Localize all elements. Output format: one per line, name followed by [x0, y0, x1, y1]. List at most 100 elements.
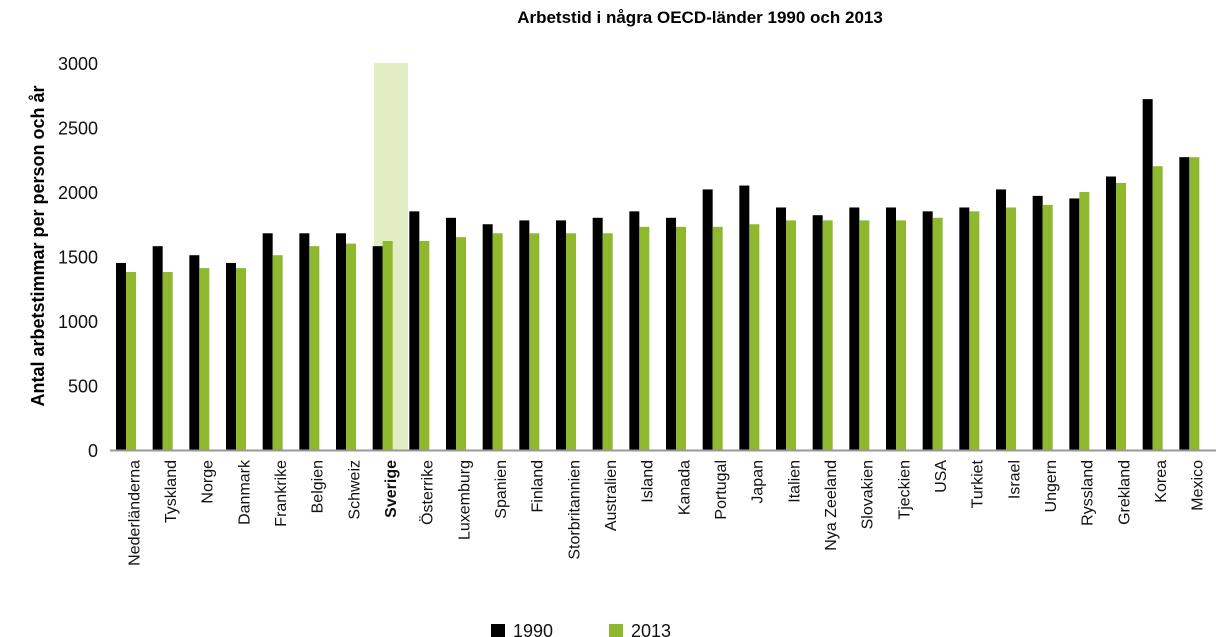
- bar-2013: [199, 268, 210, 450]
- bar-1990: [189, 255, 200, 450]
- bar-1990: [262, 233, 273, 450]
- bar-2013: [126, 271, 136, 450]
- bar-2013: [749, 224, 760, 450]
- bar-1990: [996, 189, 1006, 451]
- bar-2013: [969, 211, 980, 450]
- bar-2013: [1152, 166, 1163, 450]
- x-tick-label: Ungern: [1043, 460, 1060, 512]
- y-tick-label: 0: [88, 441, 98, 461]
- legend-swatch: [491, 624, 505, 637]
- bar-2013: [932, 217, 943, 450]
- x-tick-label: Grekland: [1116, 460, 1133, 525]
- x-tick-label: Finland: [530, 460, 547, 512]
- x-tick-label: Israel: [1006, 460, 1023, 499]
- bar-2013: [346, 243, 356, 450]
- bar-1990: [666, 217, 676, 450]
- bar-1990: [922, 211, 933, 450]
- x-tick-label: Island: [640, 460, 657, 503]
- bar-1990: [1032, 195, 1043, 450]
- x-tick-label: Belgien: [310, 460, 327, 513]
- bar-1990: [1106, 176, 1116, 450]
- x-tick-label: Schweiz: [346, 460, 363, 520]
- x-tick-label: Portugal: [713, 460, 730, 520]
- bar-1990: [1179, 157, 1190, 451]
- x-tick-label: Nya Zeeland: [823, 460, 840, 551]
- bar-2013: [309, 246, 320, 450]
- bar-1990: [776, 207, 786, 450]
- bar-2013: [272, 255, 283, 450]
- bar-1990: [116, 262, 126, 450]
- bar-2013: [1079, 192, 1090, 450]
- bar-1990: [372, 246, 383, 450]
- x-tick-label: Australien: [603, 460, 620, 531]
- bar-2013: [162, 271, 173, 450]
- bar-2013: [822, 220, 833, 450]
- bar-2013: [1006, 207, 1016, 450]
- bar-2013: [236, 268, 246, 450]
- bar-2013: [419, 241, 430, 450]
- x-tick-label: Tjeckien: [896, 460, 913, 520]
- y-tick-label: 1500: [58, 248, 98, 268]
- bar-2013: [456, 237, 466, 450]
- x-tick-label: USA: [933, 460, 950, 493]
- bar-1990: [299, 233, 310, 450]
- x-tick-label: Japan: [750, 460, 767, 504]
- legend-label: 1990: [513, 621, 553, 637]
- x-tick-label: Ryssland: [1080, 460, 1097, 526]
- y-tick-label: 2000: [58, 183, 98, 203]
- bar-1990: [336, 233, 346, 450]
- bar-2013: [1116, 182, 1126, 450]
- bar-1990: [702, 189, 713, 451]
- bar-1990: [556, 220, 566, 450]
- x-tick-label: Mexico: [1190, 460, 1207, 511]
- x-tick-label: Korea: [1153, 460, 1170, 503]
- bar-1990: [849, 207, 860, 450]
- x-tick-label: Frankrike: [273, 460, 290, 527]
- x-tick-label: Luxemburg: [456, 460, 473, 540]
- bar-2013: [1189, 157, 1200, 451]
- x-tick-label: Nederländerna: [126, 460, 143, 566]
- x-tick-label: Slovakien: [860, 460, 877, 529]
- bar-2013: [676, 226, 686, 450]
- x-tick-label: Sverige: [383, 460, 400, 518]
- bar-2013: [639, 226, 650, 450]
- bar-1990: [152, 246, 163, 450]
- y-tick-label: 500: [68, 377, 98, 397]
- legend-label: 2013: [631, 621, 671, 637]
- y-tick-label: 3000: [58, 54, 98, 74]
- bar-1990: [519, 220, 530, 450]
- bar-2013: [566, 233, 576, 450]
- bar-1990: [1069, 198, 1080, 450]
- bar-1990: [226, 262, 236, 450]
- x-tick-label: Spanien: [493, 460, 510, 519]
- bar-2013: [602, 233, 613, 450]
- bar-2013: [1042, 204, 1053, 450]
- x-tick-label: Italien: [786, 460, 803, 503]
- bar-1990: [1142, 99, 1153, 451]
- y-tick-label: 1000: [58, 312, 98, 332]
- chart-title: Arbetstid i några OECD-länder 1990 och 2…: [517, 8, 883, 27]
- y-tick-label: 2500: [58, 119, 98, 139]
- x-tick-label: Österrike: [419, 460, 437, 525]
- bar-1990: [482, 224, 493, 450]
- x-tick-label: Kanada: [676, 460, 693, 515]
- bar-2013: [382, 241, 393, 450]
- bar-1990: [409, 211, 420, 450]
- bar-1990: [739, 185, 750, 451]
- legend-swatch: [609, 624, 623, 637]
- x-tick-label: Tyskland: [163, 460, 180, 523]
- bar-2013: [859, 220, 870, 450]
- bar-2013: [786, 220, 796, 450]
- bar-1990: [959, 207, 970, 450]
- bar-2013: [529, 233, 540, 450]
- x-tick-label: Danmark: [236, 459, 253, 525]
- y-axis-label: Antal arbetstimmar per person och år: [28, 85, 48, 406]
- bar-1990: [629, 211, 640, 450]
- bar-1990: [446, 217, 456, 450]
- bar-1990: [592, 217, 603, 450]
- x-tick-label: Turkiet: [970, 459, 987, 508]
- bar-2013: [492, 233, 503, 450]
- x-tick-label: Norge: [200, 460, 217, 504]
- bar-2013: [712, 226, 723, 450]
